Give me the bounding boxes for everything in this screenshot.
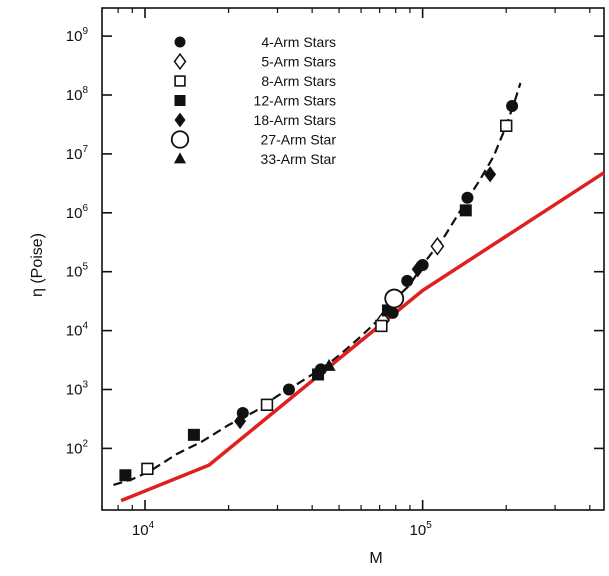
y-tick-label: 106 bbox=[66, 203, 89, 222]
y-tick-label: 107 bbox=[66, 144, 89, 163]
data-point bbox=[500, 119, 513, 133]
y-tick-label: 102 bbox=[66, 438, 89, 457]
legend: 4-Arm Stars 5-Arm Stars 8-Arm Stars 12-Arm … bbox=[170, 34, 337, 167]
data-point bbox=[401, 274, 414, 287]
legend-marker bbox=[174, 112, 186, 128]
legend-label: 27-Arm Star bbox=[261, 132, 337, 148]
data-point bbox=[461, 191, 474, 204]
reference-line bbox=[120, 171, 605, 503]
y-axis-title: η (Poise) bbox=[29, 233, 46, 297]
legend-marker bbox=[174, 36, 186, 48]
x-tick-label: 105 bbox=[410, 520, 433, 539]
data-point bbox=[384, 288, 405, 309]
y-tick-label: 103 bbox=[66, 380, 89, 399]
points-layer bbox=[119, 100, 519, 482]
x-axis-title: M bbox=[369, 550, 382, 567]
data-point bbox=[411, 261, 424, 278]
lines-layer bbox=[113, 82, 605, 503]
data-point bbox=[260, 398, 274, 411]
y-tick-label: 105 bbox=[66, 262, 89, 281]
legend-label: 5-Arm Stars bbox=[261, 54, 336, 70]
data-point bbox=[119, 469, 132, 482]
data-point bbox=[459, 204, 472, 217]
data-point bbox=[234, 413, 247, 430]
data-point bbox=[322, 358, 336, 371]
y-tick-label: 109 bbox=[66, 26, 89, 45]
y-tick-label: 104 bbox=[66, 321, 89, 340]
legend-marker bbox=[174, 95, 186, 106]
legend-label: 4-Arm Stars bbox=[261, 34, 336, 50]
data-point bbox=[282, 383, 295, 396]
legend-marker bbox=[174, 75, 186, 87]
data-point bbox=[187, 428, 200, 441]
legend-marker bbox=[173, 152, 187, 164]
y-tick-label: 108 bbox=[66, 85, 89, 104]
x-tick-label: 104 bbox=[132, 520, 155, 539]
data-point bbox=[430, 236, 445, 256]
data-point bbox=[375, 319, 388, 333]
data-point bbox=[312, 368, 325, 381]
legend-marker bbox=[173, 52, 187, 71]
legend-marker bbox=[170, 130, 190, 149]
legend-label: 33-Arm Star bbox=[261, 151, 337, 167]
data-point bbox=[506, 100, 519, 113]
legend-label: 12-Arm Stars bbox=[254, 93, 336, 109]
legend-label: 18-Arm Stars bbox=[254, 112, 336, 128]
data-point bbox=[484, 166, 497, 183]
legend-label: 8-Arm Stars bbox=[261, 73, 336, 89]
plot-frame bbox=[101, 7, 605, 511]
fit-curve bbox=[113, 82, 522, 486]
data-point bbox=[141, 462, 154, 476]
ticks-layer: 104 105 102 103 104 105 106 107 108 109 bbox=[66, 8, 604, 539]
